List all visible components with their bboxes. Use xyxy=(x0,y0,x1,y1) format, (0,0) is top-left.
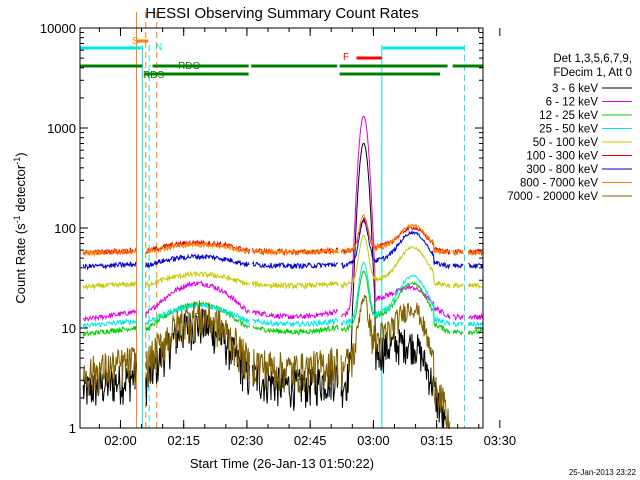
y-tick-label: 100 xyxy=(54,221,76,236)
x-tick-label: 03:15 xyxy=(420,433,453,448)
y-axis-label-exp2: -1 xyxy=(12,157,22,165)
legend-label: 50 - 100 keV xyxy=(533,137,599,149)
series-line xyxy=(82,218,484,271)
y-axis-label-mid: detector xyxy=(13,164,28,215)
flag-label-flare: F xyxy=(343,52,349,63)
legend: Det 1,3,5,6,7,9, FDecim 1, Att 0 3 - 6 k… xyxy=(507,53,632,203)
legend-label: 6 - 12 keV xyxy=(546,97,599,109)
x-tick-label: 02:15 xyxy=(167,433,200,448)
series-line xyxy=(82,216,483,257)
y-axis-label-exp1: -1 xyxy=(12,215,22,223)
x-tick-label: 03:00 xyxy=(357,433,390,448)
y-axis: 10000 1000 100 10 1 xyxy=(40,21,483,436)
series-line xyxy=(82,261,484,330)
legend-label: 3 - 6 keV xyxy=(552,83,598,95)
y-tick-label: 10 xyxy=(62,321,76,336)
y-tick-label: 1 xyxy=(69,421,76,436)
plot-area: S N F RDO RDS xyxy=(79,12,484,430)
x-tick-label: 02:30 xyxy=(231,433,264,448)
y-tick-label: 10000 xyxy=(40,21,76,36)
y-axis-label: Count Rate (s-1 detector-1) xyxy=(12,152,28,303)
flag-label-rds: RDS xyxy=(143,70,164,81)
series-line xyxy=(82,234,483,291)
x-tick-label: 02:45 xyxy=(294,433,327,448)
timestamp: 25-Jan-2013 23:22 xyxy=(569,468,637,477)
series-line xyxy=(82,294,483,430)
legend-label: 800 - 7000 keV xyxy=(520,178,598,190)
legend-label: 100 - 300 keV xyxy=(526,151,598,163)
legend-label: 7000 - 20000 keV xyxy=(507,191,598,203)
flag-label-saa: S xyxy=(132,36,139,47)
series-line xyxy=(82,213,484,258)
legend-header-1: Det 1,3,5,6,7,9, xyxy=(553,53,632,65)
x-axis: 02:00 02:15 02:30 02:45 03:00 03:15 03:30 xyxy=(98,28,517,448)
flag-label-night: N xyxy=(155,42,162,53)
y-axis-label-main: Count Rate (s xyxy=(13,223,28,304)
legend-label: 12 - 25 keV xyxy=(539,110,598,122)
chart-title: HESSI Observing Summary Count Rates xyxy=(145,5,418,22)
flag-label-rdo: RDO xyxy=(178,61,200,72)
x-axis-label: Start Time (26-Jan-13 01:50:22) xyxy=(190,456,374,471)
legend-header-2: FDecim 1, Att 0 xyxy=(553,67,632,79)
x-tick-label: 03:30 xyxy=(484,433,517,448)
series-line xyxy=(82,115,484,322)
y-tick-label: 1000 xyxy=(47,121,76,136)
legend-label: 25 - 50 keV xyxy=(539,124,598,136)
x-tick-label: 02:00 xyxy=(104,433,137,448)
y-axis-label-end: ) xyxy=(13,152,28,156)
legend-label: 300 - 800 keV xyxy=(526,164,598,176)
